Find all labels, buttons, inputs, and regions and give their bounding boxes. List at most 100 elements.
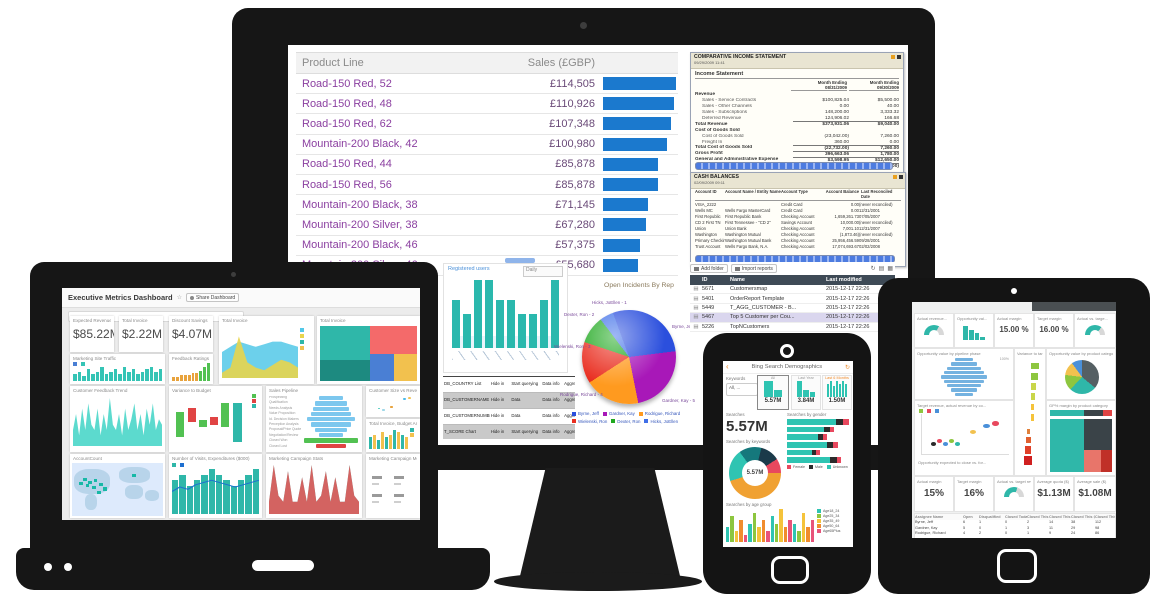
kpi-title: Total Invoice	[122, 318, 148, 323]
legend-swatch	[602, 411, 607, 416]
laptop-base-slot	[252, 560, 314, 571]
column-header: Account Name / Entity Name	[725, 189, 781, 194]
legend-item: Male	[808, 465, 823, 469]
mini-bar-chart	[797, 381, 815, 397]
minimize-icon[interactable]	[893, 175, 897, 179]
add-folder-button[interactable]: Add folder	[690, 264, 728, 273]
filter-card-last-year[interactable]: Last Year 3.84M	[791, 375, 821, 410]
grid-view-icon[interactable]: ▤	[878, 266, 885, 272]
category-pie-card[interactable]: Opportunity value by product category	[1046, 348, 1116, 400]
cell: 5467	[702, 314, 715, 321]
invoice-treemap-tile[interactable]: Total Invoice	[317, 316, 420, 384]
table-row[interactable]: Road-150 Red, 44 £85,878	[296, 155, 678, 175]
panel-header-icons[interactable]	[893, 175, 903, 179]
campaign-metrics-tile[interactable]: Marketing Campaign Metrics	[366, 454, 420, 518]
refresh-icon[interactable]: ↻	[844, 364, 850, 371]
kpi-card[interactable]: Expected Revenue $85.22M	[70, 316, 114, 352]
table-row[interactable]: Mountain-200 Black, 42 £100,980	[296, 135, 678, 155]
filter-card-last-6-months[interactable]: Last 6 Months 1.50M	[822, 375, 852, 410]
cell: 09/28/2001	[859, 237, 880, 243]
kpi-card[interactable]: Actual margin 15%	[914, 476, 954, 512]
kpi-card[interactable]: Actual revenue...	[914, 313, 954, 348]
tile-title: Total Invoice, Budget Amount	[369, 421, 417, 426]
gp-margin-card[interactable]: GP% margin by product category	[1046, 400, 1116, 476]
kpi-value: $2.22M	[122, 327, 163, 341]
funnel-bar	[304, 438, 358, 443]
legend-swatch	[611, 419, 616, 424]
legend-item	[300, 346, 309, 350]
kpi-card[interactable]: Average sale ($) $1.08M	[1074, 476, 1116, 512]
panel-header-icons[interactable]	[891, 55, 901, 59]
cell: Union	[695, 225, 706, 231]
close-icon[interactable]	[899, 175, 903, 179]
legend-swatch	[410, 428, 414, 432]
site-traffic-tile[interactable]: Marketing Site Traffic	[70, 354, 165, 384]
horizontal-scrollbar[interactable]	[695, 162, 893, 170]
kpi-card[interactable]: Actual margin 15.00 %	[994, 313, 1034, 348]
invoice-budget-tile[interactable]: Total Invoice, Budget Amount	[366, 419, 420, 452]
laptop-camera-icon	[231, 272, 236, 277]
cell: $100,825.04	[822, 98, 849, 104]
cell: First Republic Bank	[725, 213, 762, 219]
tile-title: Number of Visits, Expenditures ($000)	[172, 456, 250, 461]
file-rows[interactable]: ▤ 5671 Customersmap 2015-12-17 22:26 ▤ 5401 Or…	[690, 285, 895, 332]
back-icon[interactable]: ‹	[726, 362, 729, 371]
person-icon	[190, 295, 195, 300]
feedback-trend-tile[interactable]: Customer Feedback Trend	[70, 386, 165, 452]
shape	[124, 485, 143, 500]
table-row[interactable]: Mountain-200 Black, 46 £57,375	[296, 236, 678, 256]
filter-card-all[interactable]: All 5.57M	[757, 375, 789, 410]
panel-header[interactable]: CASH BALANCES 02/09/2009 09:11	[691, 173, 905, 189]
table-row[interactable]: Mountain-200 Silver, 38 £67,280	[296, 215, 678, 236]
sales-cell: £114,505	[549, 77, 595, 90]
shape	[1084, 419, 1112, 450]
revenue-scatter-card[interactable]: Target revenue, actual revenue by co... …	[914, 400, 1014, 476]
table-row[interactable]: Road-150 Red, 56 £85,878	[296, 175, 678, 196]
kpi-card[interactable]: Total Invoice $2.22M	[119, 316, 163, 352]
table-row[interactable]: Road-150 Red, 52 £114,505	[296, 74, 678, 95]
kpi-card[interactable]: Actual vs. targe...	[1074, 313, 1116, 348]
keywords-dropdown[interactable]: All, ...	[726, 383, 758, 396]
favorite-star-icon[interactable]: ☆	[176, 295, 183, 301]
campaign-stats-tile[interactable]: Marketing Campaign Stats	[266, 454, 362, 518]
pipeline-funnel-card[interactable]: Opportunity value by pipeline phase 100%	[914, 348, 1014, 400]
tablet-home-button[interactable]	[997, 549, 1037, 583]
bar	[792, 523, 797, 542]
customer-size-scatter-tile[interactable]: Customer Size vs Revenue	[366, 386, 420, 417]
invoice-area-chart-tile[interactable]: Total Invoice	[219, 316, 314, 384]
bar-cell	[595, 178, 678, 192]
table-row[interactable]: Mountain-200 Black, 38 £71,145	[296, 195, 678, 216]
table-row[interactable]: Road-150 Red, 62 £107,348	[296, 114, 678, 135]
share-dashboard-button[interactable]: Share Dashboard	[186, 293, 240, 302]
cell: Data info	[542, 413, 560, 419]
close-icon[interactable]	[897, 55, 901, 59]
minimize-icon[interactable]	[891, 55, 895, 59]
chart-title: Open Incidents By Rep	[604, 282, 674, 289]
sales-pipeline-tile[interactable]: Sales Pipeline Prospecting Qualification N…	[266, 386, 362, 452]
kpi-card[interactable]: Target margin 16%	[954, 476, 994, 512]
panel-header[interactable]: COMPARATIVE INCOME STATEMENT 09/29/2009 …	[691, 53, 903, 69]
refresh-icon[interactable]: ↻	[870, 266, 876, 272]
variance-budget-tile[interactable]: Variance to Budget	[169, 386, 262, 452]
gender-stacked-bars	[787, 419, 849, 464]
gauge-kpi-card[interactable]: Actual vs. target revenue (%)	[994, 476, 1034, 512]
variance-card[interactable]: Variance to targ...	[1014, 348, 1046, 476]
kpi-card[interactable]: Average quota ($) $1.13M	[1034, 476, 1074, 512]
section-title: Income Statement	[695, 71, 899, 79]
feedback-ratings-tile[interactable]: Feedback Ratings	[169, 354, 213, 384]
account-map-tile[interactable]: AccountCount	[70, 454, 165, 518]
kpi-card[interactable]: Discount Savings $4.07M	[169, 316, 213, 352]
cash-balances-panel: CASH BALANCES 02/09/2009 09:11 Account I…	[690, 172, 906, 267]
metrics-placeholder	[368, 463, 418, 516]
import-reports-button[interactable]: Import reports	[730, 264, 777, 273]
visits-expenditures-tile[interactable]: Number of Visits, Expenditures ($000)	[169, 454, 262, 518]
kpi-card[interactable]: Opportunity val...	[954, 313, 994, 348]
kpi-card[interactable]: Target margin 16.00 %	[1034, 313, 1074, 348]
period-dropdown[interactable]: Daily	[523, 266, 563, 277]
bar-segment	[829, 457, 837, 464]
phone-home-button[interactable]	[771, 556, 809, 584]
table-row[interactable]: Road-150 Red, 48 £110,926	[296, 94, 678, 115]
list-view-icon[interactable]: ▦	[887, 266, 893, 272]
bar	[122, 367, 126, 381]
scrollbar-thumb[interactable]	[505, 258, 535, 263]
